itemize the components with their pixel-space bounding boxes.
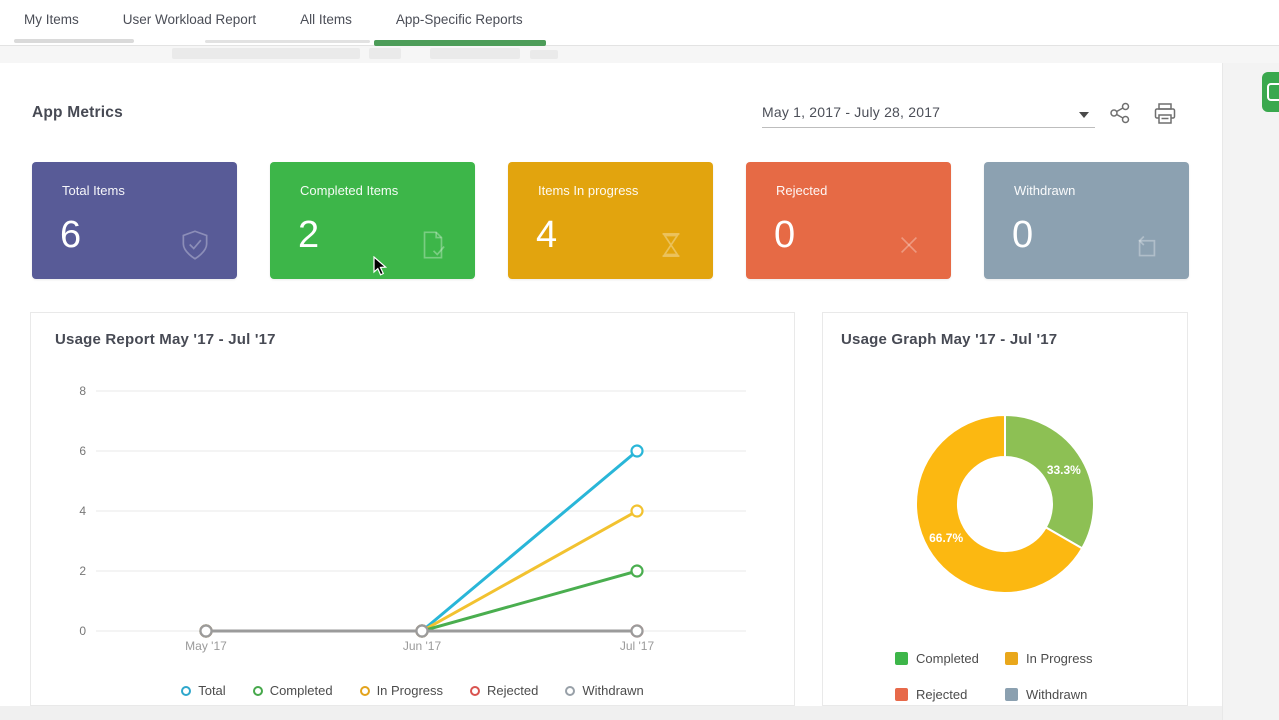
donut-chart: 33.3% 66.7% [915,414,1095,594]
legend-label: Withdrawn [1026,687,1088,702]
legend-item-withdrawn[interactable]: Withdrawn [1005,687,1115,702]
metric-cards-row: Total Items 6 Completed Items 2 Items In… [32,162,1189,279]
share-button[interactable] [1108,101,1134,127]
return-box-icon [1138,235,1156,257]
legend-swatch-icon [895,688,908,701]
legend-item-total[interactable]: Total [181,683,226,698]
svg-text:33.3%: 33.3% [1047,463,1081,477]
legend-ring-icon [565,685,576,696]
legend-swatch-icon [1005,652,1018,665]
chevron-down-icon [1079,112,1089,118]
usage-graph-title: Usage Graph May '17 - Jul '17 [841,331,1058,348]
hourglass-icon [662,233,680,257]
usage-report-panel: Usage Report May '17 - Jul '17 0 2 4 6 8 May … [30,312,795,706]
document-icon [1267,83,1279,101]
card-value: 0 [1012,214,1034,256]
card-label: Rejected [776,183,828,198]
metric-card-items-in-progress[interactable]: Items In progress 4 [508,162,713,279]
legend-label: In Progress [1026,651,1093,666]
legend-swatch-icon [895,652,908,665]
svg-text:8: 8 [79,384,86,398]
ghost-block [530,50,558,59]
svg-text:Jun '17: Jun '17 [403,639,442,653]
donut-chart-legend: Completed In Progress Rejected Withdrawn [895,651,1115,702]
legend-swatch-icon [1005,688,1018,701]
page-title: App Metrics [32,104,123,121]
metric-card-completed-items[interactable]: Completed Items 2 [270,162,475,279]
top-tab-bar: My Items User Workload Report All Items … [0,0,1279,46]
close-x-icon [900,236,918,254]
legend-ring-icon [181,685,192,696]
print-icon [1154,103,1176,124]
mouse-cursor [373,256,388,276]
card-label: Withdrawn [1014,183,1076,198]
svg-text:0: 0 [79,624,86,638]
legend-label: Rejected [916,687,968,702]
shield-check-icon [182,230,208,260]
legend-item-withdrawn[interactable]: Withdrawn [565,683,644,698]
tab-app-specific-reports[interactable]: App-Specific Reports [373,0,546,46]
usage-report-title: Usage Report May '17 - Jul '17 [55,331,276,348]
metric-card-total-items[interactable]: Total Items 6 [32,162,237,279]
svg-text:4: 4 [79,504,86,518]
metric-card-withdrawn[interactable]: Withdrawn 0 [984,162,1189,279]
legend-item-rejected[interactable]: Rejected [895,687,1005,702]
svg-text:May '17: May '17 [185,639,227,653]
legend-label: Completed [916,651,979,666]
legend-ring-icon [470,685,481,696]
card-value: 0 [774,214,796,256]
card-value: 4 [536,214,558,256]
metric-card-rejected[interactable]: Rejected 0 [746,162,951,279]
date-range-selector[interactable]: May 1, 2017 - July 28, 2017 [762,104,1095,128]
card-label: Total Items [62,183,125,198]
legend-label: In Progress [376,683,444,698]
legend-label: Total [198,683,226,698]
ghost-block [369,48,401,59]
svg-text:6: 6 [79,444,86,458]
share-icon [1110,102,1130,124]
usage-graph-panel: Usage Graph May '17 - Jul '17 33.3% 66.7%… [822,312,1188,706]
ghost-block [430,48,520,59]
card-value: 2 [298,214,320,256]
document-check-icon [423,231,445,259]
card-value: 6 [60,214,82,256]
line-chart: 0 2 4 6 8 May '17 Jun '17 Jul '17 [79,384,746,653]
tab-all-items[interactable]: All Items [300,12,352,27]
legend-item-completed[interactable]: Completed [895,651,1005,666]
svg-text:Jul '17: Jul '17 [620,639,655,653]
svg-text:2: 2 [79,564,86,578]
line-chart-legend: Total Completed In Progress Rejected Wit… [31,683,794,698]
right-gutter [1222,63,1279,720]
legend-item-completed[interactable]: Completed [252,683,333,698]
legend-item-in-progress[interactable]: In Progress [1005,651,1115,666]
tab-my-items[interactable]: My Items [24,12,79,27]
ghost-block [172,48,360,59]
legend-ring-icon [252,685,263,696]
legend-label: Rejected [487,683,539,698]
svg-text:66.7%: 66.7% [929,531,963,545]
bottom-edge-strip [0,706,1222,720]
edge-action-button[interactable] [1262,72,1279,112]
legend-item-in-progress[interactable]: In Progress [359,683,444,698]
motion-blur-strip [0,46,1279,63]
legend-label: Completed [269,683,333,698]
date-range-value: May 1, 2017 - July 28, 2017 [762,104,941,120]
legend-ring-icon [359,685,370,696]
legend-item-rejected[interactable]: Rejected [470,683,538,698]
card-label: Items In progress [538,183,639,198]
report-tabs: My Items User Workload Report All Items … [0,0,1279,46]
print-button[interactable] [1152,101,1178,127]
tab-user-workload-report[interactable]: User Workload Report [122,12,257,27]
blurred-text-artifact [205,40,370,43]
legend-label: Withdrawn [582,683,644,698]
blurred-text-artifact [14,39,134,43]
card-label: Completed Items [300,183,399,198]
